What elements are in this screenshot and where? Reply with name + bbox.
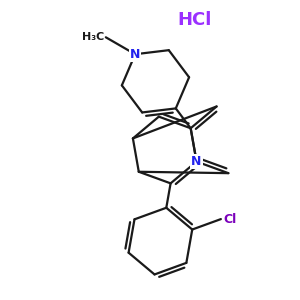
- Text: H₃C: H₃C: [82, 32, 104, 42]
- Text: N: N: [130, 48, 140, 61]
- Text: N: N: [191, 155, 202, 168]
- Text: HCl: HCl: [177, 11, 212, 29]
- Text: Cl: Cl: [224, 213, 237, 226]
